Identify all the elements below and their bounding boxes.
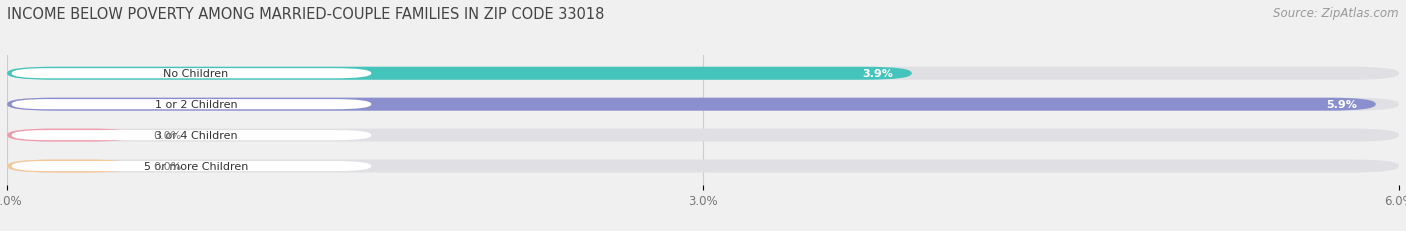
FancyBboxPatch shape xyxy=(7,160,135,173)
FancyBboxPatch shape xyxy=(7,98,1399,111)
Text: 1 or 2 Children: 1 or 2 Children xyxy=(155,100,238,110)
Text: INCOME BELOW POVERTY AMONG MARRIED-COUPLE FAMILIES IN ZIP CODE 33018: INCOME BELOW POVERTY AMONG MARRIED-COUPL… xyxy=(7,7,605,22)
FancyBboxPatch shape xyxy=(11,161,371,171)
Text: 5 or more Children: 5 or more Children xyxy=(143,161,249,171)
Text: 0.0%: 0.0% xyxy=(153,161,181,171)
Text: 3 or 4 Children: 3 or 4 Children xyxy=(155,131,238,140)
FancyBboxPatch shape xyxy=(7,67,1399,80)
Text: 3.9%: 3.9% xyxy=(862,69,893,79)
FancyBboxPatch shape xyxy=(11,69,371,79)
FancyBboxPatch shape xyxy=(11,131,371,141)
Text: 5.9%: 5.9% xyxy=(1326,100,1357,110)
FancyBboxPatch shape xyxy=(7,98,1376,111)
FancyBboxPatch shape xyxy=(11,100,371,110)
Text: 0.0%: 0.0% xyxy=(153,131,181,140)
FancyBboxPatch shape xyxy=(7,129,1399,142)
FancyBboxPatch shape xyxy=(7,67,911,80)
FancyBboxPatch shape xyxy=(7,129,135,142)
Text: Source: ZipAtlas.com: Source: ZipAtlas.com xyxy=(1274,7,1399,20)
Text: No Children: No Children xyxy=(163,69,229,79)
FancyBboxPatch shape xyxy=(7,160,1399,173)
